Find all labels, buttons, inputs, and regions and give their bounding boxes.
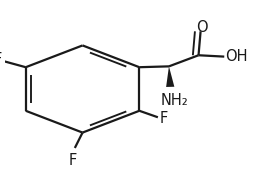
Text: NH₂: NH₂ bbox=[161, 93, 188, 108]
Polygon shape bbox=[166, 66, 174, 87]
Text: F: F bbox=[0, 52, 2, 67]
Text: F: F bbox=[68, 153, 76, 168]
Text: OH: OH bbox=[226, 49, 248, 64]
Text: O: O bbox=[196, 20, 207, 35]
Text: F: F bbox=[159, 111, 168, 127]
